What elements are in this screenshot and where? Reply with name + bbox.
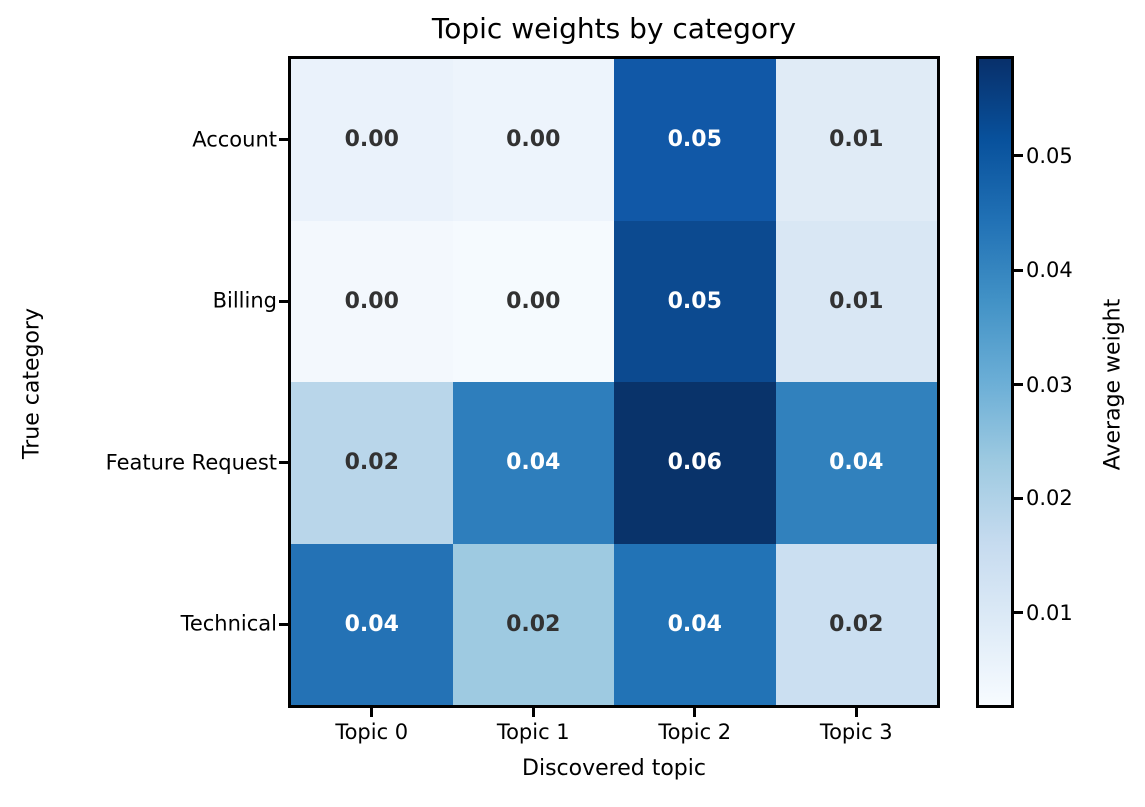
colorbar-tick-label: 0.03 — [1026, 372, 1073, 397]
y-axis-label: True category — [19, 308, 45, 459]
y-tick-mark — [279, 138, 288, 142]
colorbar-tick-mark — [1014, 496, 1023, 500]
heatmap-cell-r1c0: 0.00 — [291, 220, 453, 382]
colorbar-tick-mark — [1014, 611, 1023, 615]
heatmap-cell-r3c3: 0.02 — [775, 543, 937, 705]
heatmap-cell-r2c2: 0.06 — [614, 382, 776, 544]
heatmap-cell-r0c2: 0.05 — [614, 59, 776, 221]
x-tick-mark — [854, 708, 858, 717]
y-tick-label: Billing — [212, 288, 277, 313]
colorbar-tick-mark — [1014, 268, 1023, 272]
colorbar-tick-label: 0.01 — [1026, 600, 1073, 625]
chart-title: Topic weights by category — [431, 12, 797, 45]
x-axis-label: Discovered topic — [522, 756, 706, 781]
y-tick-label: Account — [192, 127, 277, 152]
colorbar-tick-label: 0.02 — [1026, 486, 1073, 511]
heatmap-cell-r0c0: 0.00 — [291, 59, 453, 221]
heatmap-cell-r2c3: 0.04 — [775, 382, 937, 544]
heatmap-cell-r1c1: 0.00 — [452, 220, 614, 382]
heatmap-cell-r1c3: 0.01 — [775, 220, 937, 382]
heatmap-cell-r0c1: 0.00 — [452, 59, 614, 221]
colorbar-tick-label: 0.05 — [1026, 143, 1073, 168]
y-tick-mark — [279, 299, 288, 303]
y-tick-mark — [279, 622, 288, 626]
x-tick-mark — [531, 708, 535, 717]
heatmap-cell-r3c1: 0.02 — [452, 543, 614, 705]
colorbar — [976, 56, 1014, 708]
x-tick-label: Topic 3 — [819, 720, 893, 744]
colorbar-tick-mark — [1014, 383, 1023, 387]
x-tick-label: Topic 0 — [335, 720, 409, 744]
colorbar-tick-mark — [1014, 154, 1023, 158]
colorbar-label: Average weight — [1100, 298, 1126, 471]
x-tick-label: Topic 1 — [496, 720, 570, 744]
x-tick-label: Topic 2 — [658, 720, 732, 744]
heatmap-grid: 0.00 0.00 0.05 0.01 0.00 0.00 0.05 0.01 0.02 0.04… — [288, 56, 940, 708]
x-tick-mark — [370, 708, 374, 717]
y-tick-label: Feature Request — [105, 450, 277, 475]
heatmap-cell-r2c1: 0.04 — [452, 382, 614, 544]
heatmap-cell-r2c0: 0.02 — [291, 382, 453, 544]
heatmap-cell-r1c2: 0.05 — [614, 220, 776, 382]
colorbar-tick-label: 0.04 — [1026, 258, 1073, 283]
heatmap-cell-r3c2: 0.04 — [614, 543, 776, 705]
y-tick-mark — [279, 461, 288, 465]
y-tick-label: Technical — [180, 611, 277, 636]
heatmap-cell-r3c0: 0.04 — [291, 543, 453, 705]
x-tick-mark — [693, 708, 697, 717]
heatmap-cell-r0c3: 0.01 — [775, 59, 937, 221]
